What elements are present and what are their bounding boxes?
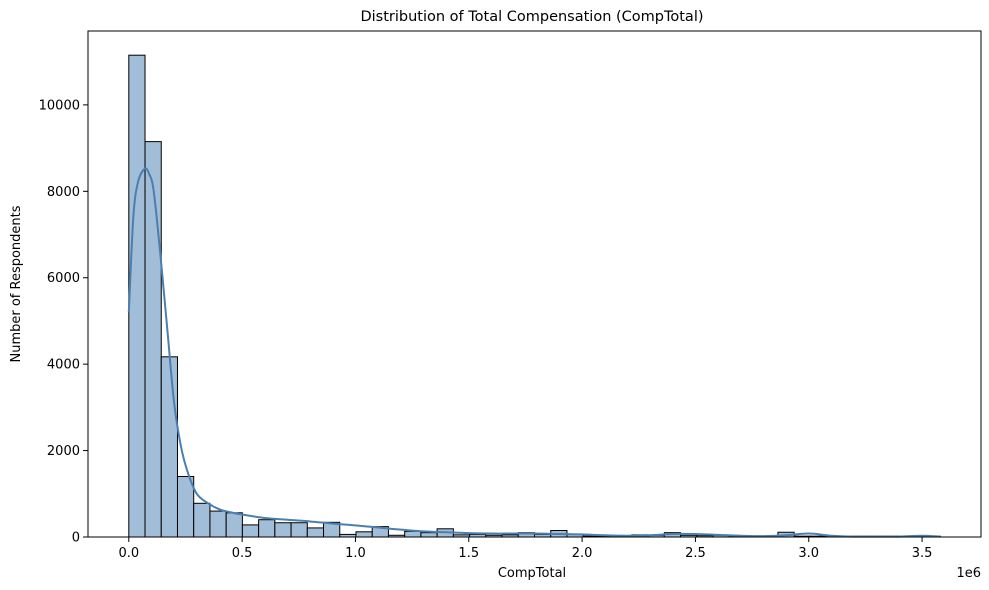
histogram-bar — [290, 522, 308, 538]
plot-area — [87, 30, 982, 538]
histogram-bar — [258, 519, 276, 538]
x-tick-label: 1.5 — [458, 546, 479, 561]
histogram-bar — [209, 510, 227, 538]
x-tick-label: 0.5 — [232, 546, 253, 561]
histogram-bar — [404, 530, 422, 538]
y-axis: 0 2000 4000 6000 8000 10000 — [39, 98, 88, 546]
x-tick-label: 2.5 — [685, 546, 706, 561]
x-tick-label: 0.0 — [118, 546, 139, 561]
x-tick-label: 2.0 — [572, 546, 593, 561]
x-axis-label: CompTotal — [498, 566, 566, 581]
y-tick-label: 2000 — [47, 444, 80, 459]
histogram-bar — [193, 502, 211, 538]
histogram-bar — [306, 527, 325, 538]
y-tick-label: 8000 — [47, 185, 80, 200]
x-tick-label: 1.0 — [345, 546, 366, 561]
y-tick-label: 0 — [72, 531, 80, 546]
histogram-bar — [144, 141, 162, 538]
histogram-bar — [160, 356, 178, 538]
histogram-bar — [176, 476, 195, 538]
x-offset-text: 1e6 — [956, 566, 981, 581]
histogram-bar — [274, 522, 292, 538]
histogram-bars — [128, 54, 941, 538]
histogram-bar — [128, 54, 146, 538]
histogram-bar — [355, 531, 373, 538]
kde-curve — [127, 167, 941, 538]
y-tick-label: 10000 — [39, 98, 80, 113]
y-axis-label: Number of Respondents — [9, 205, 24, 362]
histogram-bar — [420, 532, 438, 538]
chart-title: Distribution of Total Compensation (Comp… — [360, 9, 703, 25]
y-tick-label: 6000 — [47, 271, 80, 286]
histogram-bar — [241, 524, 260, 538]
histogram-bar — [225, 512, 243, 538]
x-axis: 0.0 0.5 1.0 1.5 2.0 2.5 3.0 3.5 — [118, 537, 932, 561]
y-tick-label: 4000 — [47, 358, 80, 373]
x-tick-label: 3.0 — [798, 546, 819, 561]
x-tick-label: 3.5 — [912, 546, 933, 561]
